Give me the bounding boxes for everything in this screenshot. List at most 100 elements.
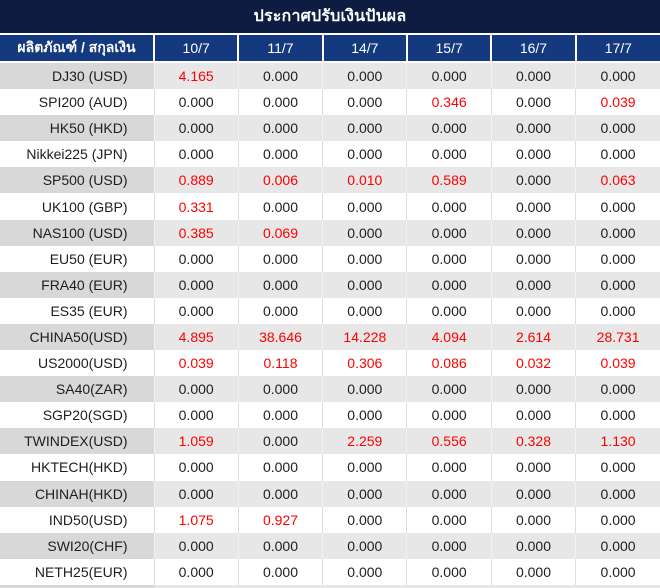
- dividend-value: 0.032: [490, 350, 576, 377]
- dividend-value: 0.000: [237, 141, 323, 168]
- product-label: CHINA50(USD): [0, 323, 154, 351]
- table-row: UK100 (GBP) 0.331 0.000 0.000 0.000 0.000 0.00…: [0, 193, 660, 220]
- dividend-value: 0.306: [322, 350, 407, 377]
- dividend-value: 0.556: [406, 428, 492, 455]
- dividend-value: 0.000: [153, 245, 239, 272]
- dividend-value: 38.646: [237, 323, 323, 351]
- dividend-value: 0.000: [575, 141, 660, 168]
- dividend-value: 0.086: [406, 350, 492, 377]
- dividend-value: 0.000: [490, 141, 576, 168]
- product-label: SGP20(SGD): [0, 402, 154, 429]
- dividend-value: 0.000: [322, 506, 407, 533]
- dividend-value: 0.000: [406, 62, 492, 90]
- product-label: SPI200 (AUD): [0, 89, 154, 116]
- product-label: HKTECH(HKD): [0, 454, 154, 481]
- dividend-value: 0.000: [490, 558, 576, 585]
- product-label: UK100 (GBP): [0, 193, 154, 220]
- dividend-value: 0.000: [575, 193, 660, 220]
- dividend-value: 0.000: [490, 89, 576, 116]
- dividend-value: 4.165: [153, 62, 239, 90]
- dividend-value: 0.000: [575, 297, 660, 324]
- product-label: TWINDEX(USD): [0, 428, 154, 455]
- dividend-value: 0.039: [153, 350, 239, 377]
- date-column-header: 14/7: [321, 35, 407, 63]
- dividend-value: 0.328: [490, 428, 576, 455]
- product-label: EU50 (EUR): [0, 245, 154, 272]
- table-row: Nikkei225 (JPN) 0.000 0.000 0.000 0.000 0.000…: [0, 141, 660, 168]
- dividend-value: 0.000: [575, 454, 660, 481]
- dividend-value: 28.731: [575, 323, 660, 351]
- dividend-value: 0.000: [237, 245, 323, 272]
- dividend-value: 0.385: [153, 219, 239, 246]
- product-label: SP500 (USD): [0, 167, 154, 194]
- dividend-value: 0.331: [153, 193, 239, 220]
- dividend-value: 0.889: [153, 167, 239, 194]
- product-label: NAS100 (USD): [0, 219, 154, 246]
- dividend-value: 1.130: [575, 428, 660, 455]
- dividend-value: 0.000: [490, 193, 576, 220]
- dividend-value: 0.000: [322, 62, 407, 90]
- dividend-value: 0.000: [237, 402, 323, 429]
- dividend-value: 0.000: [575, 532, 660, 559]
- dividend-value: 0.000: [406, 141, 492, 168]
- table-row: ES35 (EUR) 0.000 0.000 0.000 0.000 0.000 0.000: [0, 297, 660, 324]
- table-row: NAS100 (USD) 0.385 0.069 0.000 0.000 0.000 0.0…: [0, 219, 660, 246]
- dividend-value: 0.000: [575, 402, 660, 429]
- dividend-value: 0.000: [153, 141, 239, 168]
- dividend-value: 0.063: [575, 167, 660, 194]
- dividend-value: 0.000: [406, 558, 492, 585]
- product-label: FRA40 (EUR): [0, 271, 154, 298]
- dividend-value: 0.000: [153, 558, 239, 585]
- dividend-value: 0.000: [490, 115, 576, 142]
- product-label: DJ30 (USD): [0, 62, 154, 90]
- dividend-value: 0.000: [237, 271, 323, 298]
- dividend-value: 0.000: [575, 219, 660, 246]
- table-row: CHINA50(USD) 4.895 38.646 14.228 4.094 2.614 2…: [0, 323, 660, 351]
- dividend-value: 0.000: [237, 193, 323, 220]
- table-row: SWI20(CHF) 0.000 0.000 0.000 0.000 0.000 0.000: [0, 532, 660, 559]
- dividend-value: 0.000: [322, 558, 407, 585]
- table-row: TWINDEX(USD) 1.059 0.000 2.259 0.556 0.328 1.1…: [0, 428, 660, 455]
- dividend-value: 0.000: [406, 297, 492, 324]
- dividend-value: 0.069: [237, 219, 323, 246]
- dividend-value: 2.259: [322, 428, 407, 455]
- dividend-value: 0.000: [322, 89, 407, 116]
- dividend-value: 0.000: [322, 480, 407, 507]
- table-row: US2000(USD) 0.039 0.118 0.306 0.086 0.032 0.03…: [0, 350, 660, 377]
- table-row: NETH25(EUR) 0.000 0.000 0.000 0.000 0.000 0.00…: [0, 558, 660, 585]
- table-row: EU50 (EUR) 0.000 0.000 0.000 0.000 0.000 0.000: [0, 245, 660, 272]
- dividend-value: 0.000: [490, 506, 576, 533]
- dividend-value: 0.000: [490, 167, 576, 194]
- date-column-header: 15/7: [405, 35, 492, 63]
- dividend-value: 0.000: [237, 532, 323, 559]
- dividend-value: 4.094: [406, 323, 492, 351]
- dividend-value: 0.118: [237, 350, 323, 377]
- product-label: Nikkei225 (JPN): [0, 141, 154, 168]
- table-row: IND50(USD) 1.075 0.927 0.000 0.000 0.000 0.000: [0, 506, 660, 533]
- dividend-value: 0.000: [322, 115, 407, 142]
- product-label: HK50 (HKD): [0, 115, 154, 142]
- table-row: CHINAH(HKD) 0.000 0.000 0.000 0.000 0.000 0.00…: [0, 480, 660, 507]
- product-label: NETH25(EUR): [0, 558, 154, 585]
- dividend-value: 0.000: [322, 402, 407, 429]
- dividend-value: 0.000: [153, 89, 239, 116]
- dividend-value: 0.000: [153, 402, 239, 429]
- dividend-value: 0.000: [406, 193, 492, 220]
- date-column-header: 16/7: [490, 35, 576, 63]
- dividend-value: 0.000: [490, 376, 576, 403]
- dividend-value: 0.000: [322, 141, 407, 168]
- dividend-value: 0.000: [490, 62, 576, 90]
- dividend-table: ผลิตภัณฑ์ / สกุลเงิน 10/7 11/7 14/7 15/7 16/…: [0, 35, 660, 585]
- product-label: SA40(ZAR): [0, 376, 154, 403]
- dividend-value: 0.000: [490, 480, 576, 507]
- dividend-value: 0.000: [153, 115, 239, 142]
- table-row: HKTECH(HKD) 0.000 0.000 0.000 0.000 0.000 0.00…: [0, 454, 660, 481]
- product-label: CHINAH(HKD): [0, 480, 154, 507]
- dividend-value: 0.000: [575, 62, 660, 90]
- dividend-value: 1.075: [153, 506, 239, 533]
- dividend-value: 0.006: [237, 167, 323, 194]
- dividend-value: 0.000: [237, 89, 323, 116]
- dividend-value: 0.346: [406, 89, 492, 116]
- dividend-value: 0.000: [153, 532, 239, 559]
- next-row-partial: [0, 584, 660, 588]
